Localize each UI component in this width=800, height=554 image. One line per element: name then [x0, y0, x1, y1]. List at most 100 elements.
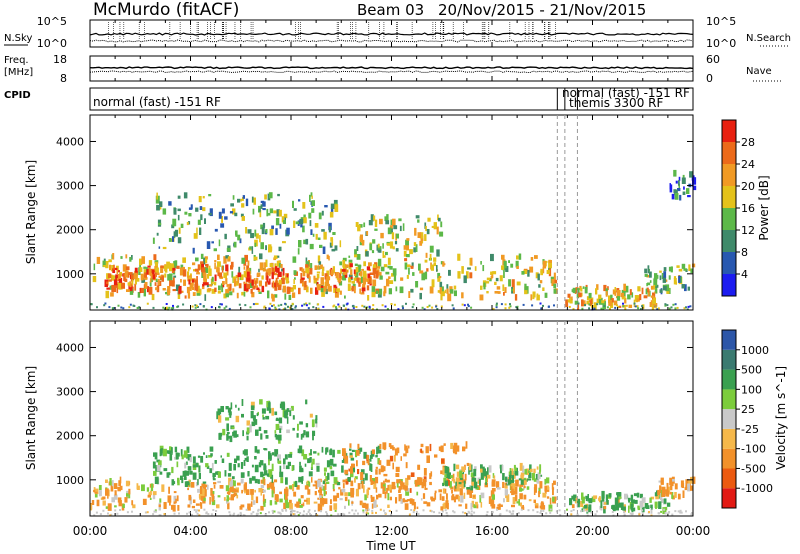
power-echo-cell — [155, 195, 160, 204]
velocity-echo-cell — [350, 487, 355, 495]
power-echo-cell — [399, 225, 402, 232]
range-tick-label: 4000 — [56, 135, 84, 148]
power-echo-cell — [511, 288, 514, 292]
velocity-echo-cell — [229, 415, 232, 418]
velocity-echo-cell — [371, 512, 374, 515]
power-echo-cell — [271, 272, 274, 280]
power-echo-cell — [673, 278, 677, 285]
velocity-echo-cell — [344, 505, 346, 509]
velocity-echo-cell — [163, 502, 167, 509]
velocity-echo-cell — [471, 481, 474, 486]
power-echo-cell — [402, 223, 405, 231]
velocity-echo-cell — [105, 488, 109, 496]
velocity-echo-cell — [628, 499, 631, 503]
velocity-echo-cell — [370, 496, 375, 502]
velocity-echo-cell — [325, 481, 330, 484]
power-echo-cell — [233, 241, 237, 248]
velocity-echo-cell — [230, 485, 234, 493]
power-echo-cell — [578, 292, 582, 298]
power-echo-cell — [155, 287, 158, 291]
velocity-echo-cell — [620, 502, 624, 510]
velocity-echo-cell — [229, 513, 232, 516]
power-echo-cell — [320, 277, 324, 285]
velocity-echo-cell — [348, 492, 352, 497]
power-echo-cell — [373, 268, 376, 273]
nsearch-line — [89, 39, 694, 43]
power-echo-cell — [173, 208, 177, 215]
velocity-echo-cell — [201, 483, 205, 489]
velocity-echo-cell — [295, 480, 298, 487]
velocity-echo-cell — [304, 463, 307, 467]
velocity-echo-cell — [448, 472, 451, 479]
velocity-echo-cell — [536, 511, 539, 514]
velocity-echo-cell — [285, 465, 290, 470]
velocity-echo-cell — [538, 487, 541, 494]
power-echo-cell — [326, 270, 329, 278]
velocity-echo-cell — [230, 494, 234, 501]
power-echo-cell — [216, 267, 220, 273]
power-echo-cell — [433, 222, 437, 230]
velocity-echo-cell — [220, 455, 222, 458]
power-echo-cell — [542, 304, 544, 307]
power-echo-cell — [238, 266, 241, 274]
nave-tick-top: 60 — [706, 53, 720, 66]
velocity-echo-cell — [240, 472, 245, 478]
power-echo-cell — [154, 261, 158, 269]
power-echo-cell — [674, 193, 679, 200]
power-echo-cell — [666, 304, 669, 307]
velocity-echo-cell — [147, 494, 151, 498]
power-echo-cell — [194, 304, 197, 307]
power-echo-cell — [177, 208, 181, 212]
power-echo-cell — [623, 283, 626, 291]
velocity-echo-cell — [394, 448, 398, 456]
power-echo-cell — [603, 305, 606, 308]
power-echo-cell — [692, 263, 696, 268]
velocity-echo-cell — [311, 464, 313, 469]
power-echo-cell — [419, 270, 424, 274]
power-echo-cell — [486, 277, 490, 281]
velocity-echo-cell — [648, 511, 650, 513]
velocity-echo-cell — [434, 492, 437, 500]
power-echo-cell — [355, 266, 359, 272]
power-echo-cell — [219, 303, 222, 306]
power-echo-cell — [294, 305, 297, 308]
power-echo-cell — [664, 304, 667, 307]
power-echo-cell — [397, 308, 400, 311]
power-echo-cell — [383, 285, 387, 294]
power-echo-cell — [182, 269, 187, 277]
velocity-echo-cell — [343, 458, 345, 463]
power-echo-cell — [194, 268, 199, 272]
power-echo-cell — [311, 208, 315, 213]
power-echo-cell — [405, 254, 410, 258]
power-echo-cell — [351, 285, 354, 292]
velocity-echo-cell — [445, 473, 450, 479]
velocity-colorbar-cell — [722, 409, 736, 429]
velocity-echo-cell — [525, 468, 529, 475]
power-echo-cell — [126, 289, 130, 292]
power-echo-cell — [576, 292, 579, 299]
velocity-echo-cell — [465, 441, 468, 449]
power-cpid-lines — [556, 115, 578, 310]
velocity-echo-cell — [409, 488, 412, 493]
velocity-echo-cell — [239, 506, 243, 510]
velocity-echo-cell — [486, 511, 489, 514]
velocity-echo-cell — [181, 478, 184, 484]
power-echo-cell — [327, 283, 330, 292]
velocity-echo-cell — [451, 477, 454, 482]
power-echo-cell — [335, 272, 339, 279]
power-echo-cell — [343, 257, 347, 262]
velocity-echo-cell — [496, 506, 500, 510]
velocity-echo-cell — [487, 467, 489, 476]
power-echo-cell — [467, 305, 470, 308]
power-echo-cell — [538, 284, 541, 288]
velocity-echo-cell — [629, 501, 632, 509]
velocity-echo-cell — [111, 497, 115, 503]
velocity-echo-cell — [333, 495, 338, 502]
velocity-echo-cell — [354, 509, 357, 512]
power-echo-cell — [301, 304, 304, 307]
velocity-echo-cell — [236, 455, 240, 461]
power-echo-cell — [220, 283, 224, 288]
velocity-echo-cell — [161, 484, 165, 492]
velocity-echo-cell — [460, 495, 464, 503]
velocity-echo-cell — [429, 481, 432, 486]
